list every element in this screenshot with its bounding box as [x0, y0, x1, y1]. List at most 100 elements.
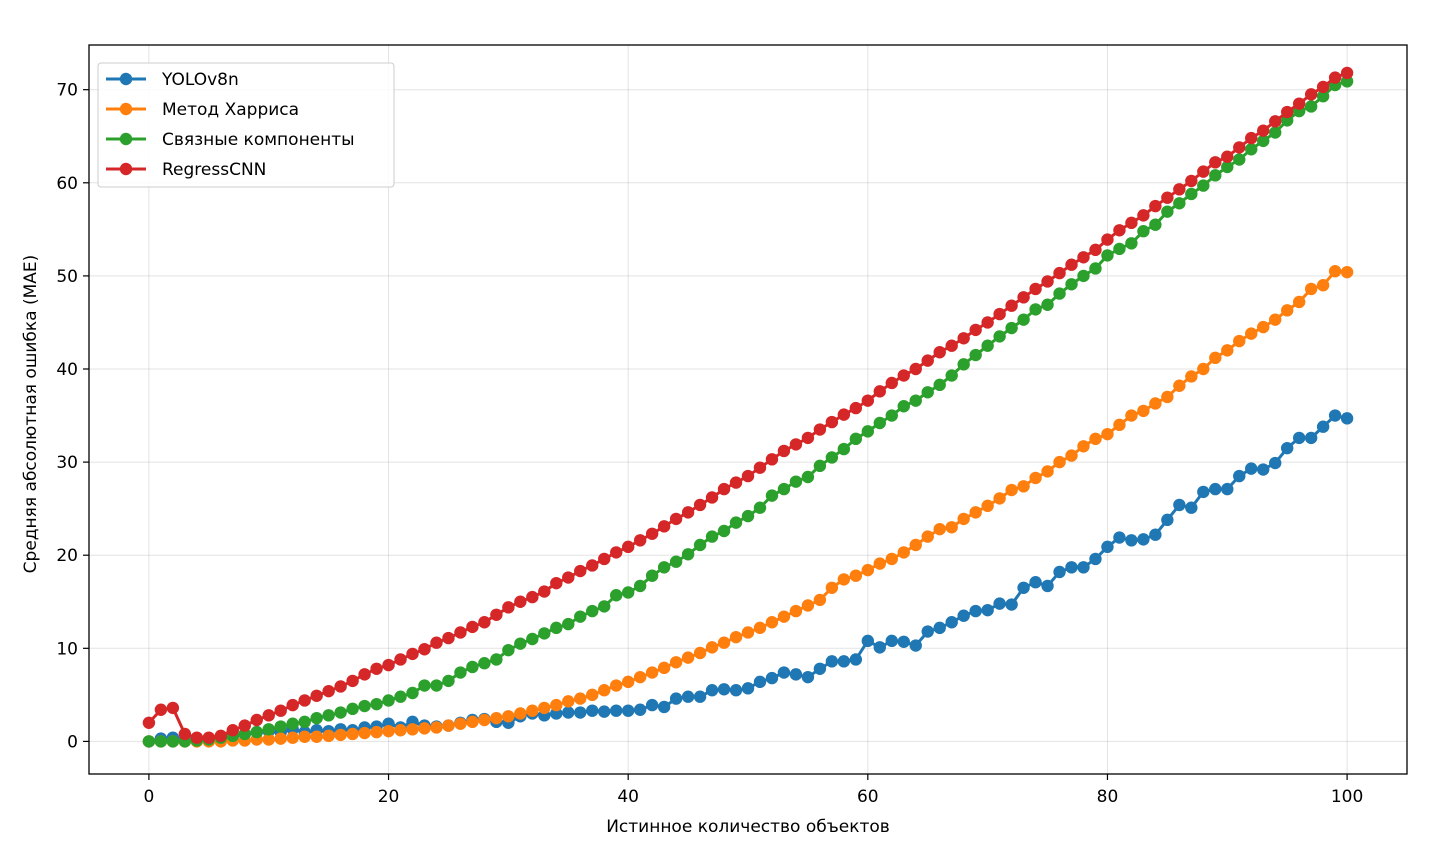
axes: 0 20 40 60 80 100 0 10 20 30 40 50 60 70 — [56, 81, 1363, 807]
data-point — [142, 716, 156, 729]
data-point — [154, 703, 168, 716]
data-point — [358, 699, 371, 713]
data-point — [154, 735, 168, 748]
data-point — [873, 641, 886, 654]
data-point — [1065, 258, 1078, 271]
data-point — [430, 679, 443, 692]
data-point — [789, 475, 803, 488]
data-point — [1005, 598, 1018, 611]
series-layer — [142, 66, 1354, 748]
data-point — [274, 732, 287, 745]
data-point — [466, 715, 479, 729]
data-point — [933, 378, 946, 392]
data-point — [1041, 275, 1054, 288]
data-point — [1269, 456, 1282, 470]
data-point — [705, 530, 719, 543]
data-point — [1280, 441, 1294, 455]
data-point — [502, 601, 515, 614]
data-point — [1257, 124, 1270, 137]
data-point — [526, 704, 539, 717]
data-point — [873, 416, 886, 430]
data-point — [514, 595, 527, 608]
data-point — [825, 451, 839, 464]
data-point — [454, 717, 467, 730]
data-point — [1209, 156, 1222, 169]
data-point — [993, 330, 1006, 343]
data-point — [885, 409, 898, 422]
data-point — [945, 369, 958, 382]
data-point — [669, 512, 683, 526]
data-point — [825, 655, 839, 668]
data-point — [849, 653, 863, 666]
data-point — [717, 683, 731, 696]
data-point — [681, 651, 695, 664]
data-point — [202, 731, 216, 744]
data-point — [885, 552, 898, 566]
data-point — [693, 538, 707, 552]
data-point — [789, 438, 803, 451]
data-point — [861, 394, 875, 407]
data-point — [1089, 243, 1102, 257]
data-point — [897, 369, 910, 382]
y-tick-label: 60 — [56, 174, 78, 194]
data-point — [478, 616, 491, 629]
data-point — [777, 666, 791, 679]
data-point — [957, 609, 970, 622]
data-point — [1304, 100, 1318, 113]
y-tick-label: 0 — [67, 732, 78, 752]
data-point — [753, 501, 767, 514]
data-point — [1161, 390, 1174, 404]
legend-marker — [119, 102, 133, 116]
data-point — [969, 323, 982, 337]
data-point — [1304, 282, 1318, 296]
data-point — [274, 720, 287, 733]
data-point — [645, 666, 659, 679]
data-point — [250, 713, 263, 727]
data-point — [981, 499, 994, 513]
data-point — [993, 597, 1006, 610]
data-point — [765, 453, 779, 466]
data-point — [1185, 187, 1198, 201]
data-point — [418, 679, 431, 692]
data-point — [310, 730, 323, 743]
data-point — [633, 579, 647, 593]
data-point — [705, 641, 719, 654]
data-point — [921, 530, 934, 543]
data-point — [669, 692, 683, 705]
data-point — [538, 627, 551, 640]
data-point — [1233, 469, 1246, 483]
data-point — [226, 724, 239, 737]
data-point — [693, 498, 707, 512]
data-point — [1137, 209, 1150, 222]
data-point — [574, 610, 587, 623]
data-point — [490, 653, 503, 666]
data-point — [370, 662, 383, 675]
data-point — [753, 621, 767, 635]
data-point — [729, 516, 743, 529]
data-point — [1328, 71, 1342, 84]
data-point — [298, 715, 311, 729]
data-point — [765, 616, 779, 629]
data-point — [633, 703, 647, 716]
data-point — [502, 710, 515, 723]
data-point — [873, 385, 886, 398]
x-tick-label: 20 — [378, 787, 400, 807]
data-point — [1257, 320, 1270, 334]
data-point — [598, 705, 611, 718]
data-point — [1101, 249, 1114, 262]
data-point — [765, 489, 779, 502]
data-point — [382, 724, 395, 738]
data-point — [1065, 449, 1078, 462]
data-point — [1221, 482, 1234, 496]
data-point — [250, 725, 263, 739]
data-point — [1005, 321, 1018, 335]
data-point — [921, 625, 934, 638]
data-point — [1149, 218, 1162, 231]
data-point — [286, 717, 299, 730]
x-tick-label: 80 — [1097, 787, 1119, 807]
data-point — [1113, 224, 1126, 237]
data-point — [1053, 565, 1066, 579]
data-point — [777, 444, 791, 458]
data-point — [657, 661, 671, 675]
